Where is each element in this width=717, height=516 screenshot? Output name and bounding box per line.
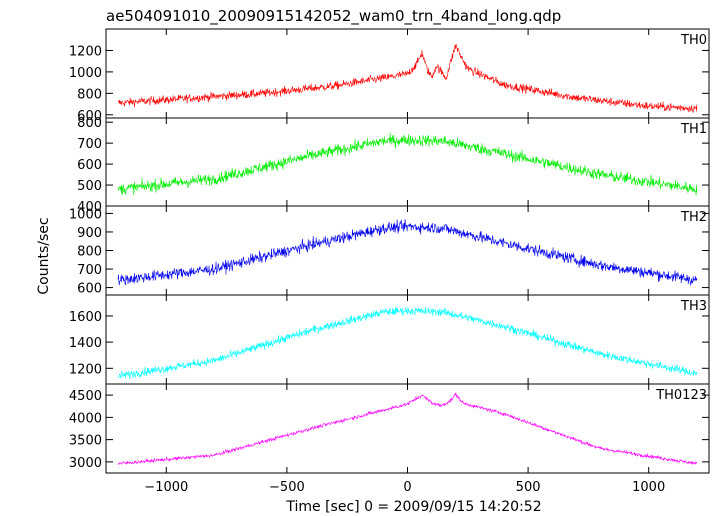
x-tick-label: −500: [269, 480, 305, 495]
panel-label: TH2: [680, 210, 707, 225]
y-tick-label: 600: [77, 282, 102, 297]
y-tick-label: 700: [77, 263, 102, 278]
panel-th1: 400 500 600 700 800 TH1: [77, 116, 710, 215]
series-th0: [117, 43, 698, 113]
y-tick-label: 3500: [69, 434, 102, 449]
y-tick-label: 800: [77, 245, 102, 260]
x-tick-label: 0: [403, 480, 411, 495]
y-tick-label: 1200: [69, 362, 102, 377]
chart-title: ae504091010_20090915142052_wam0_trn_4ban…: [106, 7, 561, 26]
series-th2: [117, 219, 698, 286]
panel-frame: [105, 117, 710, 207]
y-tick-label: 600: [77, 158, 102, 173]
x-tick-label: −1000: [144, 480, 188, 495]
panel-label: TH0123: [655, 388, 707, 403]
y-tick-label: 800: [77, 116, 102, 131]
y-tick-label: 1400: [69, 336, 102, 351]
panel-th0: 600 800 1000 1200 TH0: [69, 28, 710, 124]
y-tick-label: 800: [77, 87, 102, 102]
x-axis-label: Time [sec] 0 = 2009/09/15 14:20:52: [285, 499, 541, 515]
panel-th3: 1200 1400 1600 TH3: [69, 294, 710, 385]
y-axis-label: Counts/sec: [36, 217, 52, 294]
y-tick-label: 700: [77, 137, 102, 152]
y-tick-label: 600: [77, 109, 102, 124]
panel-th2: 600 700 800 900 1000 TH2: [69, 205, 710, 297]
panel-frame: [105, 205, 710, 296]
y-tick-label: 4000: [69, 411, 102, 426]
y-tick-label: 500: [77, 179, 102, 194]
y-tick-label: 1600: [69, 310, 102, 325]
y-tick-label: 900: [77, 226, 102, 241]
panel-label: TH1: [680, 122, 707, 137]
y-tick-label: 4500: [69, 389, 102, 404]
panel-th0123: 3000 3500 4000 4500 TH0123: [69, 383, 710, 474]
series-th1: [117, 132, 698, 196]
x-axis: −1000 −500 0 500 1000: [144, 480, 665, 495]
series-th0123: [117, 392, 698, 466]
panel-frame: [105, 294, 710, 385]
panel-label: TH0: [680, 33, 707, 48]
series-th3: [117, 306, 698, 379]
y-tick-label: 1200: [69, 44, 102, 59]
x-tick-label: 1000: [632, 480, 665, 495]
panel-frame: [105, 383, 710, 474]
y-tick-label: 1000: [69, 66, 102, 81]
y-tick-label: 400: [77, 200, 102, 215]
x-tick-label: 500: [516, 480, 541, 495]
y-tick-label: 1000: [69, 207, 102, 222]
y-tick-label: 3000: [69, 456, 102, 471]
panel-label: TH3: [680, 299, 707, 314]
